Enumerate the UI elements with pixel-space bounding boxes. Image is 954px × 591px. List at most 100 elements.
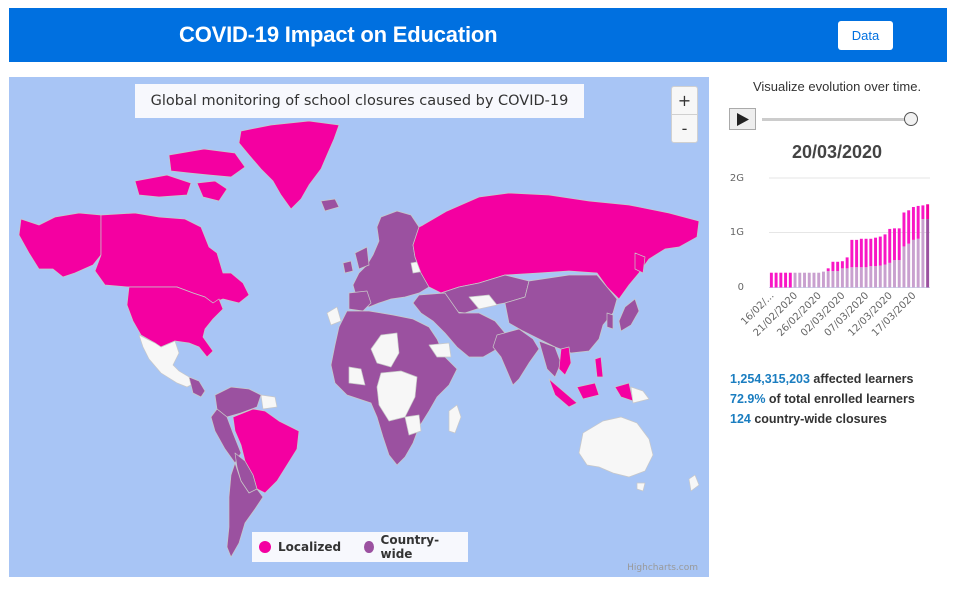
country-argentina-chile [226,462,264,558]
bar-localized[interactable] [869,238,873,267]
bar-localized[interactable] [859,238,863,268]
bar-country-wide[interactable] [817,272,821,288]
bar-country-wide[interactable] [826,271,830,288]
country-middle-east [412,292,506,358]
legend-label: Localized [278,540,342,554]
country-australia [578,416,654,478]
bar-country-wide[interactable] [821,271,825,288]
country-indonesia [548,378,578,408]
bar-country-wide[interactable] [888,262,892,288]
bar-localized[interactable] [784,272,788,288]
bar-country-wide[interactable] [921,219,925,288]
bar-country-wide[interactable] [812,272,816,288]
country-iberia [348,290,372,312]
country-greenland [238,120,340,210]
bar-localized[interactable] [836,261,840,272]
bar-localized[interactable] [907,210,911,244]
bar-localized[interactable] [850,239,854,268]
summary-stats: 1,254,315,203 affected learners 72.9% of… [730,369,915,429]
world-map[interactable] [9,77,709,577]
bar-country-wide[interactable] [907,243,911,288]
legend-label: Country-wide [380,533,440,561]
bar-localized[interactable] [831,261,835,272]
timeline-slider-handle[interactable] [904,112,918,126]
bar-country-wide[interactable] [926,219,930,288]
play-icon [737,113,749,126]
legend-item-localized[interactable]: Localized [259,540,341,554]
stat-country-wide-closures: 124 country-wide closures [730,412,888,426]
map-zoom-controls: + - [671,86,698,143]
bar-localized[interactable] [845,257,849,269]
circle-icon [259,541,271,553]
country-canada-islands [168,148,246,178]
bar-country-wide[interactable] [874,266,878,288]
app-title: COVID-19 Impact on Education [179,22,498,47]
stat-affected-learners: 1,254,315,203 affected learners [730,372,914,386]
bar-localized[interactable] [916,205,920,239]
bar-country-wide[interactable] [793,272,797,288]
bar-country-wide[interactable] [916,238,920,288]
country-alaska [18,212,102,278]
circle-icon [364,541,374,553]
map-title: Global monitoring of school closures cau… [135,84,584,118]
bar-country-wide[interactable] [878,265,882,288]
y-tick-label: 1G [730,227,744,238]
bar-country-wide[interactable] [869,266,873,288]
bar-localized[interactable] [840,261,844,269]
map-legend: Localized Country-wide [252,532,468,562]
bar-country-wide[interactable] [859,267,863,288]
bar-localized[interactable] [769,272,773,288]
bar-localized[interactable] [788,272,792,288]
current-date: 20/03/2020 [791,142,883,162]
bar-country-wide[interactable] [798,272,802,288]
country-india [492,328,540,386]
bar-localized[interactable] [864,238,868,268]
bar-country-wide[interactable] [897,260,901,288]
bar-localized[interactable] [902,212,906,247]
bar-country-wide[interactable] [831,271,835,288]
country-brazil [232,408,300,494]
country-china [504,274,618,354]
bar-localized[interactable] [883,234,887,265]
country-madagascar [448,404,462,434]
bar-country-wide[interactable] [911,239,915,288]
bar-localized[interactable] [893,228,896,261]
bar-country-wide[interactable] [855,267,859,288]
bar-country-wide[interactable] [840,268,844,288]
bar-country-wide[interactable] [803,272,806,288]
closures-bar-chart[interactable]: 2G 1G 0 16/02/...21/02/202026/02/202002/… [720,168,954,368]
bar-localized[interactable] [926,204,930,220]
timeline-slider[interactable] [762,118,910,121]
bar-localized[interactable] [774,272,778,288]
bar-country-wide[interactable] [864,267,868,288]
bar-country-wide[interactable] [893,260,896,288]
zoom-in-button[interactable]: + [672,87,697,115]
country-canada [94,212,250,304]
bar-localized[interactable] [779,272,783,288]
country-usa [126,286,224,358]
zoom-out-button[interactable]: - [681,118,688,138]
bar-localized[interactable] [888,228,892,263]
country-russia [412,192,700,300]
legend-item-country-wide[interactable]: Country-wide [364,533,452,561]
highcharts-credits[interactable]: Highcharts.com [627,563,698,573]
bar-localized[interactable] [855,239,859,268]
bar-country-wide[interactable] [902,246,906,288]
app-header: COVID-19 Impact on Education Data [9,8,947,62]
bar-country-wide[interactable] [850,267,854,288]
bar-localized[interactable] [897,228,901,261]
world-map-panel[interactable]: Global monitoring of school closures cau… [9,77,709,577]
bar-localized[interactable] [826,268,830,272]
play-button[interactable] [729,108,756,130]
bar-country-wide[interactable] [836,271,840,288]
bar-country-wide[interactable] [883,264,887,288]
bar-localized[interactable] [874,237,878,267]
data-button[interactable]: Data [838,21,893,50]
bar-country-wide[interactable] [807,272,811,288]
bar-localized[interactable] [878,236,882,266]
bar-localized[interactable] [921,205,925,220]
bar-country-wide[interactable] [845,268,849,288]
bar-localized[interactable] [911,207,915,240]
y-tick-label: 0 [738,282,744,293]
y-tick-label: 2G [730,173,744,184]
